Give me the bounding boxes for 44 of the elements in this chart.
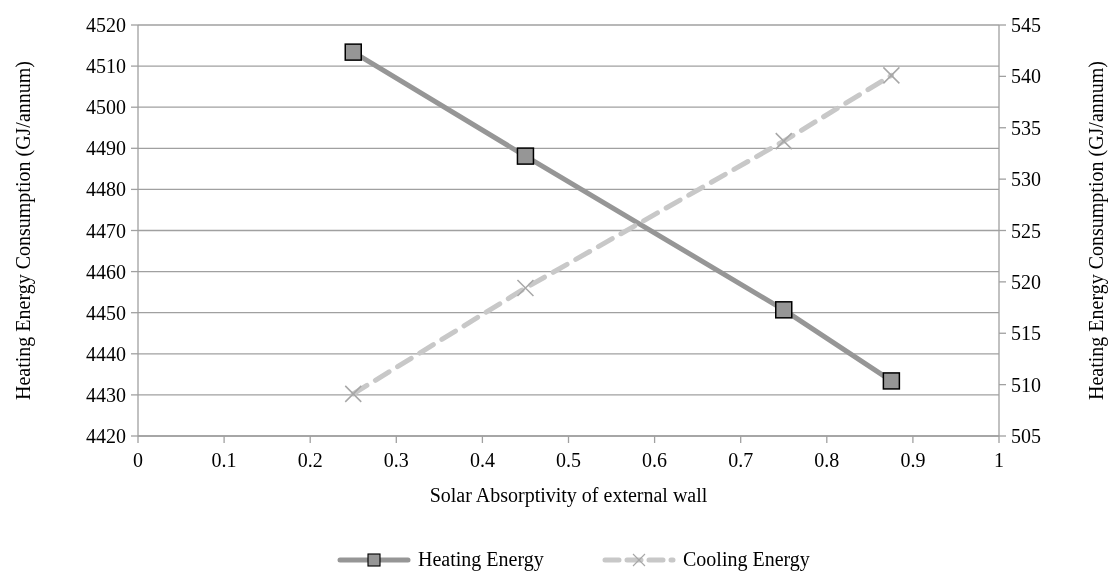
legend-label: Cooling Energy <box>683 548 810 571</box>
y-tick-label: 4420 <box>86 425 126 447</box>
point <box>344 385 362 403</box>
point <box>344 43 362 61</box>
x-tick-label: 0.7 <box>728 449 754 471</box>
y-tick-label: 4520 <box>86 14 126 36</box>
point <box>775 132 793 150</box>
point <box>516 147 535 165</box>
y2-tick-label: 505 <box>1011 425 1041 447</box>
x-tick-label: 0.8 <box>814 449 840 471</box>
y-tick-label: 4500 <box>86 96 126 119</box>
y2-tick-label: 545 <box>1011 14 1041 36</box>
point <box>882 66 901 85</box>
y-tick-label: 4470 <box>86 219 126 242</box>
y2-tick-label: 540 <box>1011 65 1041 88</box>
y-tick-label: 4430 <box>86 383 126 406</box>
x-tick-label: 0.4 <box>469 449 495 471</box>
legend-label: Heating Energy <box>418 548 544 571</box>
x-tick-label: 0.3 <box>383 449 409 471</box>
point <box>882 372 901 390</box>
y-tick-label: 4490 <box>86 137 126 160</box>
y-tick-label: 4510 <box>86 55 126 78</box>
x-tick-label: 0.2 <box>297 449 323 471</box>
point <box>775 301 793 319</box>
x-tick-label: 0 <box>133 449 143 471</box>
x-tick-label: 0.9 <box>900 449 926 471</box>
y2-tick-label: 530 <box>1011 168 1041 191</box>
y2-tick-label: 520 <box>1011 270 1041 293</box>
x-tick-label: 0.5 <box>556 449 581 471</box>
point <box>516 279 535 297</box>
y2-axis-title: Heating Energy Consumption (GJ/annum) <box>1085 60 1108 401</box>
y-axis-title: Heating Energy Consumption (GJ/annum) <box>12 60 35 401</box>
y-tick-label: 4480 <box>86 178 126 201</box>
y2-tick-label: 525 <box>1011 219 1041 242</box>
y2-tick-label: 510 <box>1011 373 1041 396</box>
x-tick-label: 0.6 <box>642 449 668 471</box>
x-tick-label: 0.1 <box>211 449 237 471</box>
y-tick-label: 4450 <box>86 301 126 324</box>
y2-tick-label: 535 <box>1011 116 1041 139</box>
x-tick-label: 1 <box>994 449 1004 471</box>
y-tick-label: 4440 <box>86 342 126 365</box>
y-tick-label: 4460 <box>86 260 126 283</box>
y2-tick-label: 515 <box>1011 322 1041 345</box>
x-axis-title: Solar Absorptivity of external wall <box>429 484 708 507</box>
